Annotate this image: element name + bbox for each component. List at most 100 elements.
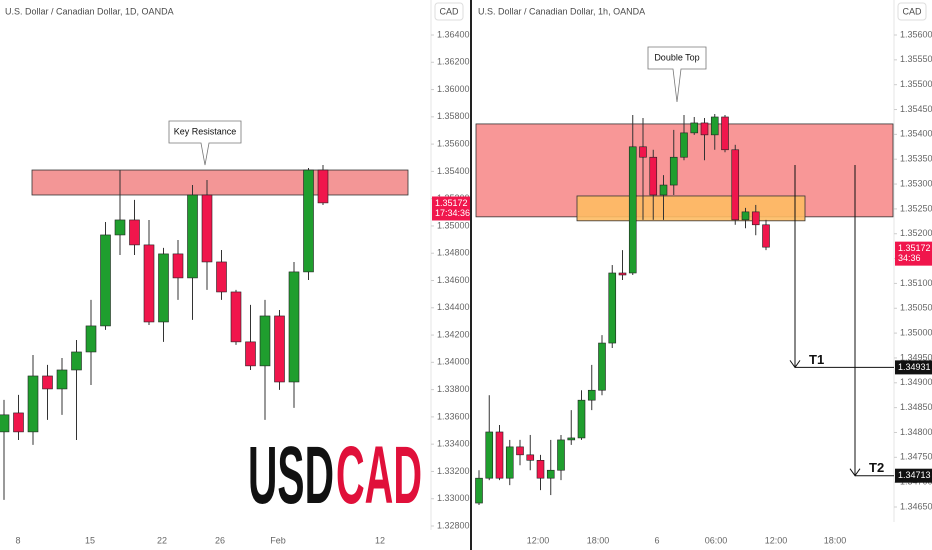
y-tick-label: 1.35250 (900, 203, 932, 213)
target-price: 1.34713 (898, 470, 931, 480)
chart-title: U.S. Dollar / Canadian Dollar, 1D, OANDA (5, 6, 174, 16)
candle-body (741, 211, 750, 221)
x-tick-label: 6 (654, 535, 659, 545)
x-tick-label: 8 (15, 535, 20, 545)
countdown: 17:34:36 (435, 208, 470, 218)
candle-body (42, 375, 53, 390)
x-tick-label: 22 (157, 535, 167, 545)
y-tick-label: 1.35400 (437, 166, 470, 176)
candle-body (598, 342, 606, 391)
candle-body (557, 439, 565, 471)
y-tick-label: 1.34800 (437, 248, 470, 258)
candle-body (0, 414, 10, 433)
callout-box (168, 120, 242, 166)
x-tick-label: 06:00 (705, 535, 728, 545)
callout-box (647, 46, 707, 103)
y-tick-label: 1.35600 (900, 29, 932, 39)
currency-label: CAD (439, 6, 459, 16)
y-tick-label: 1.32800 (437, 520, 470, 530)
candle-body (659, 184, 668, 196)
y-tick-label: 1.35050 (900, 303, 932, 313)
last-price: 1.35172 (435, 198, 468, 208)
candle-body (546, 469, 555, 479)
candle-body (85, 325, 97, 353)
candle-body (516, 446, 524, 456)
candle-body (172, 253, 184, 279)
y-tick-label: 1.35200 (900, 228, 932, 238)
chart-title: U.S. Dollar / Canadian Dollar, 1h, OANDA (478, 6, 645, 16)
y-tick-label: 1.34650 (900, 501, 932, 511)
candle-body (700, 122, 709, 136)
y-tick-label: 1.35100 (900, 278, 932, 288)
candle-body (216, 261, 227, 293)
target-price-tag (895, 468, 932, 483)
y-tick-label: 1.33600 (437, 411, 470, 421)
candle-body (618, 272, 627, 276)
callout-text: Key Resistance (174, 126, 237, 136)
candle-body (27, 375, 39, 433)
target-price: 1.34931 (898, 362, 931, 372)
x-tick-label: 12:00 (527, 535, 550, 545)
y-tick-label: 1.35600 (437, 138, 470, 148)
candle-body (526, 454, 535, 461)
x-tick-label: 18:00 (587, 535, 610, 545)
y-tick-label: 1.34950 (900, 352, 932, 362)
candle-body (680, 132, 688, 158)
y-tick-label: 1.34800 (900, 427, 932, 437)
y-tick-label: 1.35000 (900, 327, 932, 337)
y-tick-label: 1.34200 (437, 329, 470, 339)
y-tick-label: 1.35300 (900, 178, 932, 188)
candle-body (201, 194, 213, 263)
candle-body (245, 341, 256, 367)
watermark-base: USD (248, 430, 334, 521)
candle-body (143, 244, 155, 323)
y-tick-label: 1.34750 (900, 452, 932, 462)
y-tick-label: 1.35000 (437, 220, 470, 230)
x-tick-label: Feb (270, 535, 286, 545)
y-tick-label: 1.33000 (437, 493, 470, 503)
candle-body (536, 459, 545, 479)
candle-body (475, 477, 483, 504)
y-tick-label: 1.33800 (437, 384, 470, 394)
currency-label: CAD (902, 6, 922, 16)
callout-text: Double Top (654, 52, 699, 62)
candle-body (158, 253, 169, 323)
candle-body (751, 211, 760, 226)
y-tick-label: 1.35800 (437, 111, 470, 121)
candle-body (587, 389, 596, 401)
last-price-tag (432, 196, 470, 221)
y-tick-label: 1.34000 (437, 357, 470, 367)
candle-body (721, 116, 729, 151)
candle-body (639, 146, 647, 158)
candle-body (129, 219, 140, 246)
candle-body (13, 412, 24, 433)
candle-body (187, 194, 198, 279)
target-price-tag (895, 360, 932, 375)
candle-body (288, 271, 300, 383)
candle-body (485, 431, 494, 479)
candle-body (762, 224, 770, 248)
target-label: T2 (869, 460, 884, 475)
y-tick-label: 1.35550 (900, 54, 932, 64)
candle-body (303, 169, 314, 273)
y-tick-label: 1.34600 (437, 275, 470, 285)
candle-body (731, 149, 740, 221)
watermark-quote: CAD (336, 430, 422, 521)
candle-body (495, 431, 504, 479)
zone (576, 195, 806, 222)
candle-body (710, 116, 719, 136)
y-tick-label: 1.35350 (900, 154, 932, 164)
y-tick-label: 1.33200 (437, 466, 470, 476)
candle-body (567, 437, 576, 441)
candle-body (71, 351, 82, 371)
candle-body (690, 122, 699, 134)
target-label: T1 (809, 352, 824, 367)
y-tick-label: 1.35500 (900, 79, 932, 89)
candle-body (669, 156, 678, 186)
y-tick-label: 1.34400 (437, 302, 470, 312)
candle-body (114, 219, 126, 236)
y-tick-label: 1.33400 (437, 439, 470, 449)
last-price: 1.35172 (898, 243, 931, 253)
